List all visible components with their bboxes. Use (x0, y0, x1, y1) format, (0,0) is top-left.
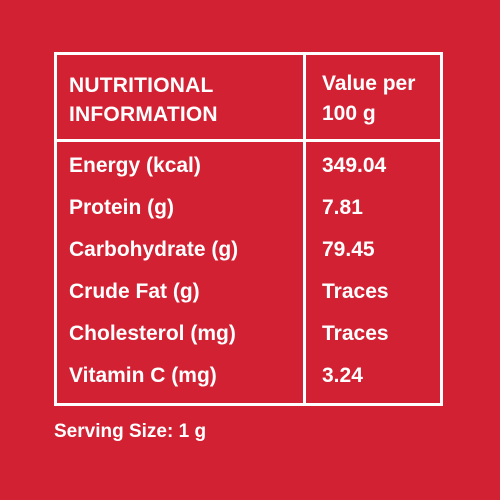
nutrient-label: Vitamin C (mg) (69, 364, 217, 387)
table-row: Energy (kcal) 349.04 (57, 142, 440, 184)
nutrient-label: Cholesterol (mg) (69, 322, 236, 345)
table-row: Vitamin C (mg) 3.24 (57, 352, 440, 394)
table-body: Energy (kcal) 349.04 Protein (g) 7.81 Ca… (57, 142, 440, 394)
nutrient-value: 349.04 (322, 154, 387, 177)
nutrient-value: 7.81 (322, 196, 363, 219)
table-row: Cholesterol (mg) Traces (57, 310, 440, 352)
nutrient-value: 3.24 (322, 364, 363, 387)
nutrient-label: Energy (kcal) (69, 154, 201, 177)
table-header-nutrient: NUTRITIONAL INFORMATION (69, 74, 218, 126)
nutrient-label: Carbohydrate (g) (69, 238, 239, 261)
table-row: Crude Fat (g) Traces (57, 268, 440, 310)
table-header-value: Value per 100 g (322, 72, 416, 125)
nutrient-label: Protein (g) (69, 196, 174, 219)
serving-size: Serving Size: 1 g (54, 421, 207, 442)
nutrient-value: Traces (322, 280, 389, 303)
table-row: Protein (g) 7.81 (57, 184, 440, 226)
nutrient-label: Crude Fat (g) (69, 280, 200, 303)
table-row: Carbohydrate (g) 79.45 (57, 226, 440, 268)
column-divider (303, 55, 306, 403)
nutrient-value: Traces (322, 322, 389, 345)
nutrient-value: 79.45 (322, 238, 375, 261)
nutrition-table: NUTRITIONAL INFORMATION Value per 100 g … (54, 52, 443, 406)
header-divider (57, 139, 440, 142)
